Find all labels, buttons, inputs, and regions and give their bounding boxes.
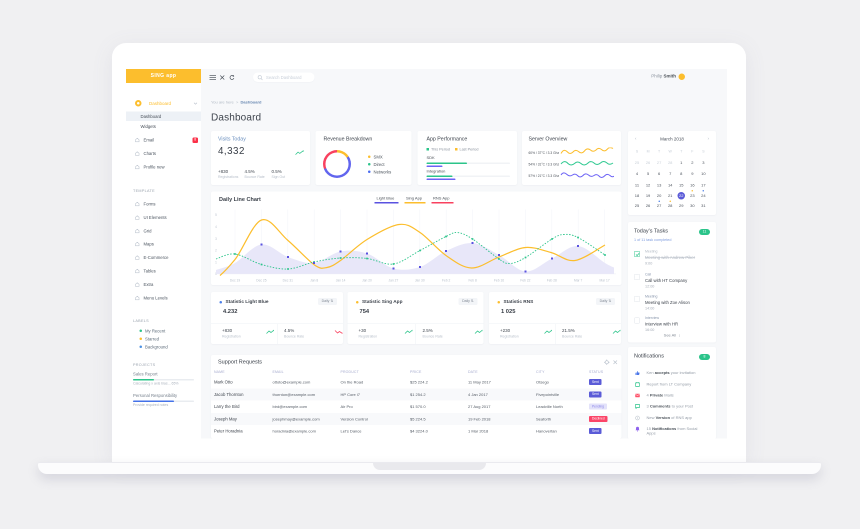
svg-text:Mar 17: Mar 17 <box>600 279 610 283</box>
svg-text:Dec 25: Dec 25 <box>256 279 266 283</box>
svg-text:Feb 8: Feb 8 <box>468 279 477 283</box>
svg-text:Mar 7: Mar 7 <box>574 279 583 283</box>
svg-text:Feb 2: Feb 2 <box>442 279 451 283</box>
svg-text:Jan 8: Jan 8 <box>310 279 318 283</box>
svg-text:Jan 20: Jan 20 <box>362 279 372 283</box>
svg-text:Jan 27: Jan 27 <box>389 279 399 283</box>
svg-text:0: 0 <box>215 272 217 276</box>
svg-text:Dec 19: Dec 19 <box>230 279 240 283</box>
svg-text:Dec 31: Dec 31 <box>283 279 293 283</box>
svg-text:Feb 16: Feb 16 <box>494 279 504 283</box>
svg-text:Jan 14: Jan 14 <box>336 279 346 283</box>
svg-text:Jan 30: Jan 30 <box>415 279 425 283</box>
svg-text:1: 1 <box>215 260 217 264</box>
svg-text:Feb 28: Feb 28 <box>547 279 557 283</box>
svg-text:Feb 22: Feb 22 <box>520 279 530 283</box>
svg-text:3: 3 <box>215 237 217 241</box>
svg-text:4: 4 <box>215 225 217 229</box>
svg-text:2: 2 <box>215 249 217 253</box>
svg-text:5: 5 <box>215 213 217 217</box>
